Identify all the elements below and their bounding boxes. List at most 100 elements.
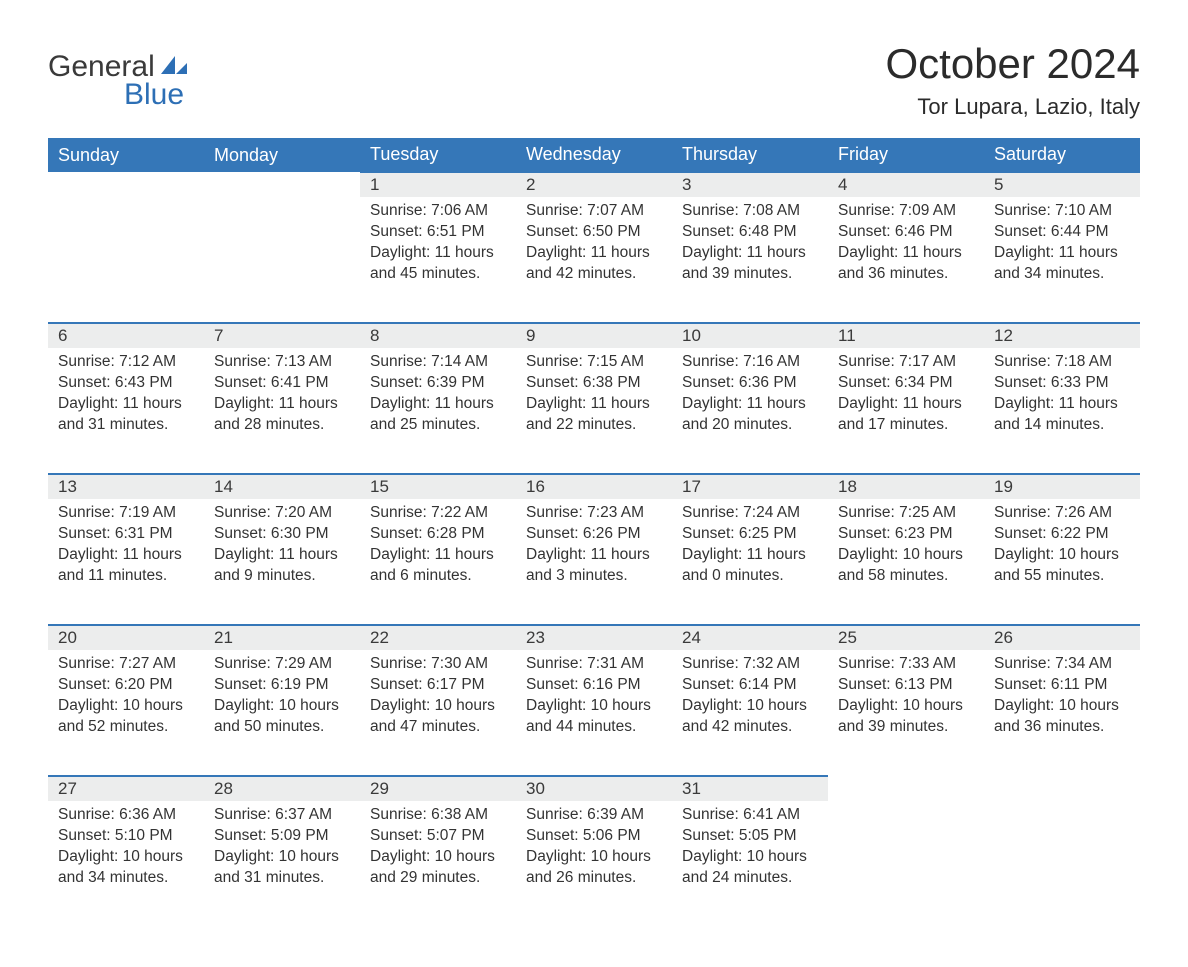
day-content-cell: Sunrise: 7:19 AMSunset: 6:31 PMDaylight:… [48, 499, 204, 625]
sunset-line: Sunset: 6:50 PM [526, 222, 662, 243]
day-number-cell: 11 [828, 323, 984, 348]
day-content-cell [984, 801, 1140, 927]
daylight-line: Daylight: 10 hours and 34 minutes. [58, 847, 194, 889]
sunset-line: Sunset: 6:39 PM [370, 373, 506, 394]
sunset-line: Sunset: 6:28 PM [370, 524, 506, 545]
day-content-cell: Sunrise: 7:20 AMSunset: 6:30 PMDaylight:… [204, 499, 360, 625]
day-content-cell: Sunrise: 7:18 AMSunset: 6:33 PMDaylight:… [984, 348, 1140, 474]
month-title: October 2024 [885, 40, 1140, 88]
daylight-line: Daylight: 10 hours and 44 minutes. [526, 696, 662, 738]
sunrise-line: Sunrise: 6:41 AM [682, 805, 818, 826]
day-number-row: 13141516171819 [48, 474, 1140, 499]
daylight-line: Daylight: 11 hours and 25 minutes. [370, 394, 506, 436]
weekday-header: Monday [204, 138, 360, 172]
sunset-line: Sunset: 6:31 PM [58, 524, 194, 545]
sunrise-line: Sunrise: 7:07 AM [526, 201, 662, 222]
day-content-cell: Sunrise: 7:30 AMSunset: 6:17 PMDaylight:… [360, 650, 516, 776]
page-header: General Blue October 2024 Tor Lupara, La… [48, 40, 1140, 120]
daylight-line: Daylight: 11 hours and 36 minutes. [838, 243, 974, 285]
day-content-cell [204, 197, 360, 323]
sunrise-line: Sunrise: 7:06 AM [370, 201, 506, 222]
daylight-line: Daylight: 10 hours and 58 minutes. [838, 545, 974, 587]
day-content-cell: Sunrise: 7:13 AMSunset: 6:41 PMDaylight:… [204, 348, 360, 474]
day-content-cell: Sunrise: 7:23 AMSunset: 6:26 PMDaylight:… [516, 499, 672, 625]
sunset-line: Sunset: 6:36 PM [682, 373, 818, 394]
daylight-line: Daylight: 10 hours and 42 minutes. [682, 696, 818, 738]
day-content-cell: Sunrise: 6:36 AMSunset: 5:10 PMDaylight:… [48, 801, 204, 927]
day-number-cell [984, 776, 1140, 801]
day-number-cell: 4 [828, 172, 984, 197]
daylight-line: Daylight: 10 hours and 55 minutes. [994, 545, 1130, 587]
sunrise-line: Sunrise: 7:31 AM [526, 654, 662, 675]
sunset-line: Sunset: 6:22 PM [994, 524, 1130, 545]
weekday-header: Thursday [672, 138, 828, 172]
logo-word-blue: Blue [124, 78, 187, 112]
day-content-cell: Sunrise: 7:22 AMSunset: 6:28 PMDaylight:… [360, 499, 516, 625]
day-content-cell: Sunrise: 7:09 AMSunset: 6:46 PMDaylight:… [828, 197, 984, 323]
day-content-cell: Sunrise: 7:32 AMSunset: 6:14 PMDaylight:… [672, 650, 828, 776]
day-content-cell: Sunrise: 7:31 AMSunset: 6:16 PMDaylight:… [516, 650, 672, 776]
day-content-cell: Sunrise: 7:12 AMSunset: 6:43 PMDaylight:… [48, 348, 204, 474]
weekday-header: Friday [828, 138, 984, 172]
sunset-line: Sunset: 6:51 PM [370, 222, 506, 243]
day-number-cell: 24 [672, 625, 828, 650]
day-content-row: Sunrise: 7:27 AMSunset: 6:20 PMDaylight:… [48, 650, 1140, 776]
day-number-cell: 14 [204, 474, 360, 499]
sunset-line: Sunset: 6:44 PM [994, 222, 1130, 243]
day-number-cell: 31 [672, 776, 828, 801]
sunrise-line: Sunrise: 7:24 AM [682, 503, 818, 524]
day-number-cell: 16 [516, 474, 672, 499]
sunset-line: Sunset: 6:46 PM [838, 222, 974, 243]
sunset-line: Sunset: 6:23 PM [838, 524, 974, 545]
day-content-cell: Sunrise: 6:39 AMSunset: 5:06 PMDaylight:… [516, 801, 672, 927]
daylight-line: Daylight: 11 hours and 14 minutes. [994, 394, 1130, 436]
sunset-line: Sunset: 6:13 PM [838, 675, 974, 696]
day-number-cell: 17 [672, 474, 828, 499]
day-number-cell: 18 [828, 474, 984, 499]
daylight-line: Daylight: 10 hours and 52 minutes. [58, 696, 194, 738]
day-content-cell: Sunrise: 7:25 AMSunset: 6:23 PMDaylight:… [828, 499, 984, 625]
sunrise-line: Sunrise: 7:23 AM [526, 503, 662, 524]
day-content-cell: Sunrise: 7:08 AMSunset: 6:48 PMDaylight:… [672, 197, 828, 323]
day-number-cell: 15 [360, 474, 516, 499]
daylight-line: Daylight: 10 hours and 50 minutes. [214, 696, 350, 738]
day-number-row: 2728293031 [48, 776, 1140, 801]
day-number-cell: 1 [360, 172, 516, 197]
day-number-row: 20212223242526 [48, 625, 1140, 650]
sunrise-line: Sunrise: 7:16 AM [682, 352, 818, 373]
day-number-row: 6789101112 [48, 323, 1140, 348]
sunrise-line: Sunrise: 7:14 AM [370, 352, 506, 373]
sunrise-line: Sunrise: 7:10 AM [994, 201, 1130, 222]
sunrise-line: Sunrise: 7:26 AM [994, 503, 1130, 524]
sunset-line: Sunset: 6:25 PM [682, 524, 818, 545]
day-content-cell: Sunrise: 7:14 AMSunset: 6:39 PMDaylight:… [360, 348, 516, 474]
sunrise-line: Sunrise: 7:25 AM [838, 503, 974, 524]
day-number-cell: 9 [516, 323, 672, 348]
day-content-cell: Sunrise: 7:34 AMSunset: 6:11 PMDaylight:… [984, 650, 1140, 776]
day-content-cell: Sunrise: 7:10 AMSunset: 6:44 PMDaylight:… [984, 197, 1140, 323]
day-content-cell: Sunrise: 7:24 AMSunset: 6:25 PMDaylight:… [672, 499, 828, 625]
location-subtitle: Tor Lupara, Lazio, Italy [885, 94, 1140, 120]
weekday-header: Tuesday [360, 138, 516, 172]
weekday-header: Sunday [48, 138, 204, 172]
sunrise-line: Sunrise: 7:15 AM [526, 352, 662, 373]
sunset-line: Sunset: 6:17 PM [370, 675, 506, 696]
sunset-line: Sunset: 5:09 PM [214, 826, 350, 847]
daylight-line: Daylight: 11 hours and 20 minutes. [682, 394, 818, 436]
daylight-line: Daylight: 11 hours and 42 minutes. [526, 243, 662, 285]
sunset-line: Sunset: 6:11 PM [994, 675, 1130, 696]
day-number-cell: 5 [984, 172, 1140, 197]
logo: General Blue [48, 50, 187, 112]
daylight-line: Daylight: 10 hours and 29 minutes. [370, 847, 506, 889]
day-number-cell: 22 [360, 625, 516, 650]
sunrise-line: Sunrise: 7:09 AM [838, 201, 974, 222]
sunset-line: Sunset: 6:34 PM [838, 373, 974, 394]
day-content-cell [48, 197, 204, 323]
sunset-line: Sunset: 5:07 PM [370, 826, 506, 847]
sunrise-line: Sunrise: 6:37 AM [214, 805, 350, 826]
day-content-cell: Sunrise: 6:41 AMSunset: 5:05 PMDaylight:… [672, 801, 828, 927]
daylight-line: Daylight: 11 hours and 11 minutes. [58, 545, 194, 587]
daylight-line: Daylight: 11 hours and 22 minutes. [526, 394, 662, 436]
daylight-line: Daylight: 11 hours and 3 minutes. [526, 545, 662, 587]
day-content-cell: Sunrise: 7:15 AMSunset: 6:38 PMDaylight:… [516, 348, 672, 474]
